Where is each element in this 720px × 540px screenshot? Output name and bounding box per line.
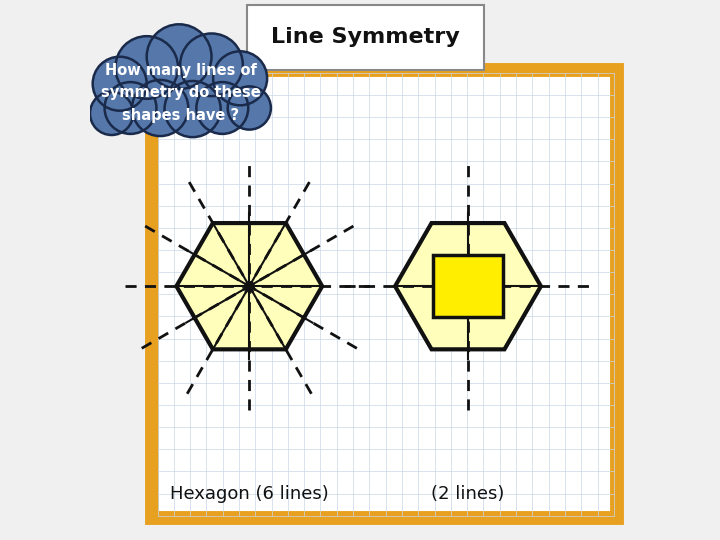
Circle shape [132, 80, 188, 136]
Text: How many lines of
symmetry do these
shapes have ?: How many lines of symmetry do these shap… [101, 63, 261, 123]
Circle shape [180, 33, 243, 96]
Text: Line Symmetry: Line Symmetry [271, 26, 460, 47]
Circle shape [104, 82, 156, 134]
Circle shape [115, 36, 178, 99]
Circle shape [93, 57, 147, 111]
Polygon shape [176, 223, 323, 349]
Circle shape [164, 81, 220, 137]
Circle shape [213, 51, 267, 105]
Polygon shape [395, 223, 541, 349]
Text: Hexagon (6 lines): Hexagon (6 lines) [170, 485, 328, 503]
Circle shape [147, 24, 212, 89]
FancyBboxPatch shape [152, 70, 616, 518]
Circle shape [197, 82, 248, 134]
Text: (2 lines): (2 lines) [431, 485, 505, 503]
FancyBboxPatch shape [433, 255, 503, 317]
Circle shape [228, 86, 271, 130]
Circle shape [90, 92, 133, 135]
FancyBboxPatch shape [246, 5, 484, 70]
